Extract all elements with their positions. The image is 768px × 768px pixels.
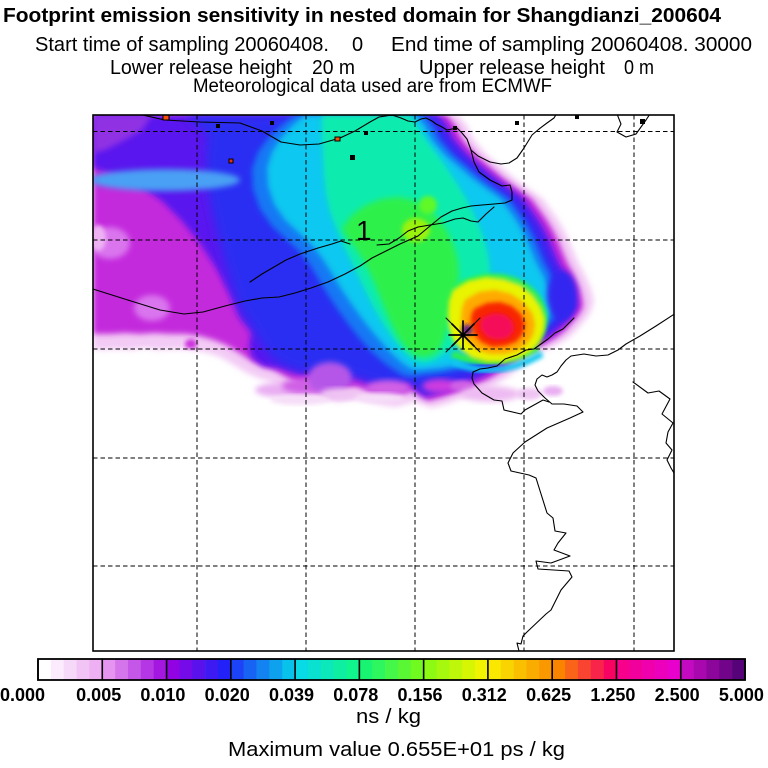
- svg-text:Footprint emission sensitivity: Footprint emission sensitivity in nested…: [3, 4, 722, 27]
- svg-text:0 m: 0 m: [624, 57, 654, 79]
- svg-text:Upper release height: Upper release height: [419, 57, 605, 79]
- svg-text:0.005: 0.005: [76, 685, 121, 705]
- svg-text:20 m: 20 m: [312, 57, 355, 79]
- svg-text:0.020: 0.020: [205, 685, 250, 705]
- svg-text:ns / kg: ns / kg: [356, 706, 421, 728]
- svg-text:0.625: 0.625: [526, 685, 571, 705]
- svg-text:Meteorological data used are f: Meteorological data used are from ECMWF: [193, 76, 552, 97]
- svg-text:0.010: 0.010: [140, 685, 185, 705]
- svg-text:Lower release height: Lower release height: [110, 57, 292, 79]
- svg-text:0.000: 0.000: [0, 685, 45, 705]
- svg-text:0: 0: [352, 34, 363, 56]
- svg-text:1: 1: [356, 215, 372, 246]
- svg-text:0.312: 0.312: [462, 685, 507, 705]
- svg-text:Start time of sampling 2006040: Start time of sampling 20060408.: [35, 34, 329, 56]
- svg-text:5.000: 5.000: [719, 685, 764, 705]
- svg-text:End time of sampling 20060408.: End time of sampling 20060408. 30000: [391, 34, 752, 56]
- svg-text:0.156: 0.156: [397, 685, 442, 705]
- svg-text:0.078: 0.078: [333, 685, 378, 705]
- svg-text:Maximum value 0.655E+01 ps /: Maximum value 0.655E+01 ps / kg: [228, 738, 565, 761]
- svg-text:0.039: 0.039: [269, 685, 314, 705]
- svg-text:2.500: 2.500: [655, 685, 700, 705]
- svg-text:1.250: 1.250: [590, 685, 635, 705]
